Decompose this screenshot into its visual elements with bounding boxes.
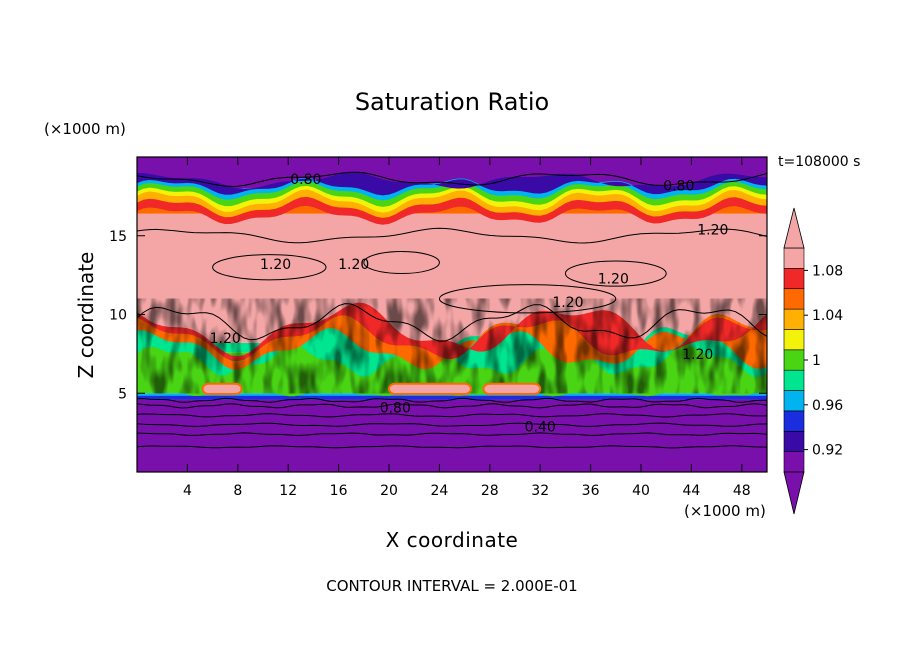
contour-label-6: 1.20	[552, 295, 583, 311]
colorbar: 0.92 0.96 1 1.04 1.08	[783, 207, 843, 515]
x-axis-ticks: 4 8 12 16 20 24 28 32 36 40 44 48	[183, 157, 751, 499]
contour-line-8	[137, 171, 767, 187]
field-layer-red	[137, 195, 767, 225]
field-band-0	[137, 399, 767, 472]
colorbar-swatch-4	[783, 369, 805, 391]
colorbar-label-1: 0.96	[812, 398, 843, 414]
contour-label-8: 1.20	[682, 347, 713, 363]
colorbar-label-3: 1.04	[812, 308, 843, 324]
colorbar-label-0: 0.92	[812, 443, 843, 459]
contour-label-0: 0.80	[290, 172, 321, 188]
colorbar-swatch-9	[783, 268, 805, 290]
colorbar-swatch-0	[783, 451, 805, 473]
field-pocket-2	[482, 382, 542, 396]
contour-label-1: 0.80	[663, 178, 694, 194]
contour-line-4	[137, 403, 767, 409]
field-layer-orange	[137, 187, 767, 218]
colorbar-swatch-2	[783, 410, 805, 432]
chart-title: Saturation Ratio	[354, 88, 550, 116]
field-pocket-0	[201, 382, 243, 396]
colorbar-swatch-3	[783, 390, 805, 412]
x-tick-label-11: 48	[733, 483, 751, 499]
x-axis-title: X coordinate	[385, 528, 519, 552]
field-band-1	[137, 395, 767, 400]
y-tick-label-0: 5	[118, 386, 127, 402]
contour-line-7	[137, 227, 767, 244]
x-tick-label-9: 40	[632, 483, 650, 499]
y-tick-label-1: 10	[109, 308, 127, 324]
contour-label-7: 1.20	[210, 331, 241, 347]
contour-lines	[137, 171, 767, 449]
contour-label-2: 1.20	[697, 222, 728, 238]
contour-line-3	[137, 413, 767, 418]
colorbar-label-2: 1	[812, 353, 821, 369]
field-layer-navy	[137, 172, 767, 196]
time-label: t=108000 s	[778, 154, 861, 170]
contour-label-9: 0.80	[380, 400, 411, 416]
x-tick-label-0: 4	[183, 483, 192, 499]
colorbar-label-4: 1.08	[812, 263, 843, 279]
field-pocket-1	[388, 382, 472, 396]
contour-label-3: 1.20	[260, 257, 291, 273]
contour-line-0	[137, 445, 767, 449]
field-band-6	[137, 204, 767, 214]
contour-loop-1	[363, 251, 440, 275]
contour-line-5	[137, 397, 767, 403]
colorbar-swatch-8	[783, 288, 805, 310]
contour-label-5: 1.20	[598, 271, 629, 287]
x-tick-label-7: 32	[531, 483, 549, 499]
contour-line-1	[137, 432, 767, 436]
x-tick-label-5: 24	[430, 483, 448, 499]
contour-loop-2	[564, 260, 667, 287]
colorbar-swatch-1	[783, 430, 805, 452]
x-tick-label-8: 36	[582, 483, 600, 499]
contour-line-6	[137, 303, 767, 342]
colorbar-extend-top	[783, 207, 805, 249]
x-tick-label-10: 44	[682, 483, 700, 499]
x-tick-label-3: 16	[330, 483, 348, 499]
contour-loop-3	[438, 284, 617, 314]
x-tick-label-4: 20	[380, 483, 398, 499]
contour-interval-note: CONTOUR INTERVAL = 2.000E-01	[326, 577, 578, 595]
z-axis-unit: (×1000 m)	[44, 120, 126, 138]
colorbar-swatch-5	[783, 349, 805, 371]
colorbar-swatch-7	[783, 308, 805, 330]
x-tick-label-1: 8	[233, 483, 242, 499]
field-texture	[137, 298, 767, 394]
colorbar-extend-bottom	[783, 471, 805, 515]
y-axis-ticks: 5 10 15	[109, 229, 767, 402]
colorbar-swatch-6	[783, 329, 805, 351]
contour-labels: 0.80 0.80 1.20 1.20 1.20 1.20 1.20 1.20 1.20 0.80…	[210, 172, 729, 435]
x-tick-label-6: 28	[481, 483, 499, 499]
colorbar-swatch-10	[783, 247, 805, 269]
x-axis-unit: (×1000 m)	[684, 502, 766, 520]
x-tick-label-2: 12	[279, 483, 297, 499]
contour-label-10: 0.40	[525, 419, 556, 435]
contour-label-4: 1.20	[338, 257, 369, 273]
contour-loop-0	[212, 254, 327, 281]
field-layer-yellow	[137, 184, 767, 213]
field-layer-green	[137, 180, 767, 207]
y-tick-label-2: 15	[109, 229, 127, 245]
contour-line-2	[137, 422, 767, 427]
